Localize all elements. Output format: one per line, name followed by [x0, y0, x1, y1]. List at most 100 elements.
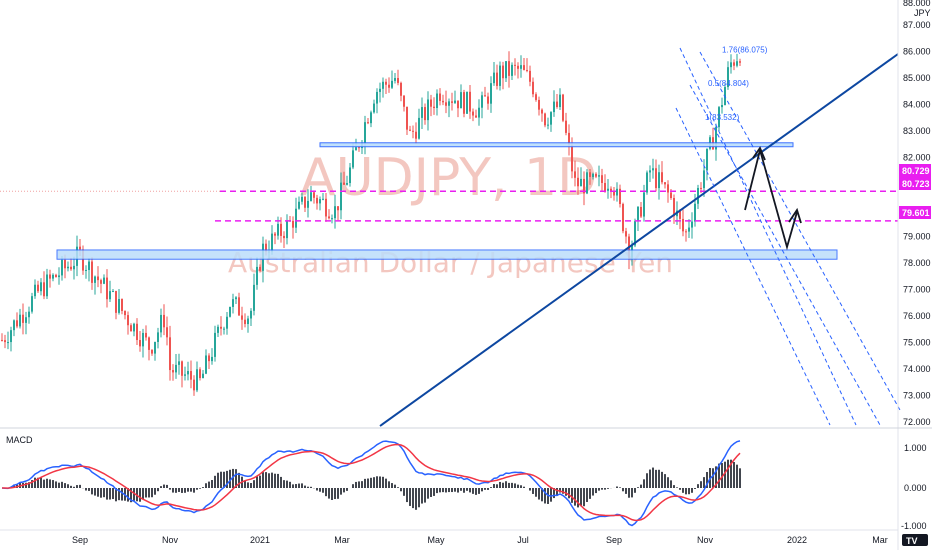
price-axis-ticks: 72.000 73.000 74.000 75.000 76.000 77.000 78.0…	[903, 20, 931, 427]
x-tick-label: Sep	[72, 535, 88, 545]
candle-body	[190, 371, 192, 380]
candle-body	[55, 274, 57, 278]
candle-body	[358, 147, 360, 149]
candle-body	[217, 326, 219, 333]
candle-body	[19, 314, 21, 327]
candle-body	[70, 266, 72, 270]
candle-body	[688, 227, 690, 232]
candle-body	[379, 88, 381, 92]
candle-body	[178, 361, 180, 365]
candle-body	[94, 276, 96, 283]
candle-body	[97, 276, 99, 281]
candle-body	[730, 62, 732, 68]
y-tick-label: 76.000	[903, 311, 931, 321]
candle-body	[148, 337, 150, 350]
candle-body	[454, 100, 456, 103]
candle-body	[436, 93, 438, 109]
candle-body	[553, 101, 555, 113]
candle-body	[592, 173, 594, 177]
candle-body	[637, 206, 639, 222]
candle-body	[595, 173, 597, 177]
price-axis-currency: JPY	[914, 8, 931, 18]
candle-body	[346, 183, 348, 185]
candle-body	[172, 370, 174, 373]
candle-body	[535, 94, 537, 100]
candle-body	[130, 325, 132, 332]
candle-body	[109, 291, 111, 300]
candle-body	[295, 208, 297, 228]
price-panel[interactable]	[1, 51, 741, 396]
candle-body	[49, 274, 51, 279]
candle-body	[256, 266, 258, 285]
candle-body	[610, 188, 612, 191]
candle-body	[526, 69, 528, 71]
candle-body	[721, 104, 723, 108]
candle-body	[280, 223, 282, 236]
y-tick-label: 83.000	[903, 126, 931, 136]
candle-body	[439, 93, 441, 101]
candle-body	[733, 62, 735, 66]
candle-body	[505, 61, 507, 79]
candle-body	[352, 150, 354, 168]
candle-body	[601, 175, 603, 183]
candle-body	[625, 231, 627, 237]
candle-body	[490, 83, 492, 104]
candle-body	[478, 107, 480, 118]
x-tick-label: Mar	[334, 535, 350, 545]
candle-body	[697, 187, 699, 204]
channel-line	[689, 84, 881, 426]
candle-body	[334, 206, 336, 219]
signal-line	[1, 443, 741, 522]
macd-label[interactable]: MACD	[6, 435, 33, 445]
candle-body	[124, 310, 126, 316]
x-tick-label: 2021	[250, 535, 270, 545]
candle-body	[22, 314, 24, 323]
candle-body	[529, 70, 531, 82]
candle-body	[115, 291, 117, 313]
candle-body	[643, 192, 645, 217]
svg-text:TV: TV	[906, 536, 918, 546]
arrowhead-icon	[788, 207, 802, 224]
y-tick-label: 87.000	[903, 20, 931, 30]
candle-body	[241, 315, 243, 320]
candle-body	[496, 72, 498, 86]
time-axis-ticks: Sep Nov 2021 Mar May Jul Sep Nov 2022 Mar	[72, 535, 888, 545]
candle-body	[337, 206, 339, 211]
candle-body	[247, 318, 249, 325]
candle-body	[127, 315, 129, 326]
candle-body	[118, 298, 120, 313]
candle-body	[703, 170, 705, 189]
candle-body	[277, 223, 279, 236]
candle-body	[664, 182, 666, 185]
candle-body	[562, 94, 564, 121]
macd-tick-bottom: -1.000	[901, 521, 927, 531]
candle-body	[460, 92, 462, 109]
candle-body	[283, 235, 285, 239]
candle-body	[514, 64, 516, 66]
candle-body	[445, 102, 447, 106]
price-tag-label: 80.729	[902, 166, 930, 176]
candle-body	[160, 314, 162, 333]
candle-body	[244, 319, 246, 325]
candle-body	[433, 106, 435, 109]
candle-body	[157, 332, 159, 342]
y-tick-label: 72.000	[903, 417, 931, 427]
candle-body	[604, 182, 606, 191]
candle-body	[574, 171, 576, 178]
candle-body	[502, 65, 504, 79]
candle-body	[547, 124, 549, 126]
candle-body	[457, 100, 459, 109]
candle-body	[259, 266, 261, 271]
candle-body	[649, 170, 651, 173]
candle-body	[355, 147, 357, 151]
candle-body	[532, 81, 534, 95]
candle-body	[223, 328, 225, 330]
x-tick-label: Nov	[697, 535, 714, 545]
candle-body	[133, 323, 135, 332]
candle-body	[79, 246, 81, 250]
channel-line	[699, 51, 901, 411]
y-tick-label: 85.000	[903, 73, 931, 83]
candle-body	[370, 112, 372, 124]
y-tick-label: 77.000	[903, 285, 931, 295]
